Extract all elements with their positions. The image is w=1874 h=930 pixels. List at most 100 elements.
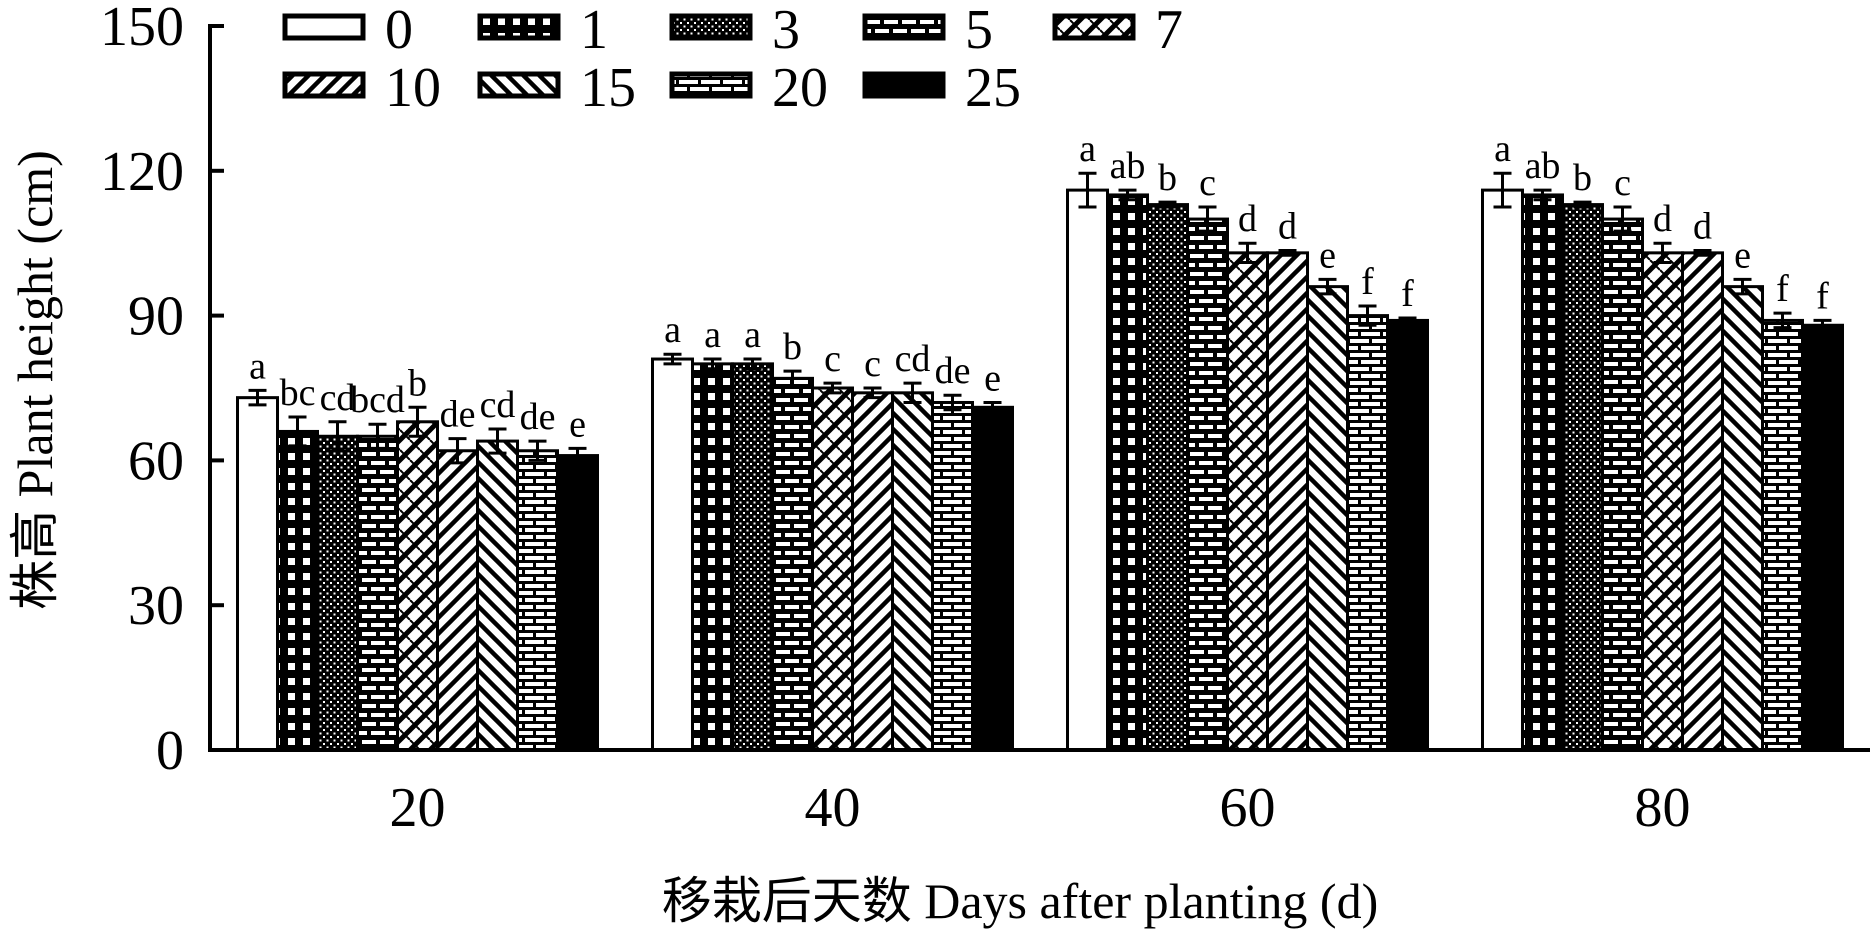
- significance-letter: bcd: [350, 379, 405, 421]
- bar-series-group: [236, 188, 1844, 752]
- y-tick-label: 30: [128, 575, 184, 637]
- significance-letter: e: [1734, 234, 1751, 276]
- bar: [851, 391, 894, 752]
- bar: [1761, 318, 1804, 752]
- significance-letter: de: [520, 396, 556, 438]
- bar: [1226, 251, 1269, 752]
- significance-letter: cd: [895, 338, 931, 380]
- significance-letter: f: [1361, 261, 1374, 303]
- significance-letter: ab: [1110, 145, 1146, 187]
- bar: [316, 434, 359, 752]
- bar: [396, 420, 439, 752]
- significance-letter: a: [1079, 128, 1096, 170]
- legend-swatch: [282, 71, 366, 99]
- significance-letter: c: [1614, 162, 1631, 204]
- significance-letter: f: [1776, 268, 1789, 310]
- bar: [1306, 285, 1349, 752]
- significance-letter: a: [664, 309, 681, 351]
- bar: [516, 449, 559, 752]
- x-tick-label: 20: [390, 777, 446, 839]
- legend-swatch: [669, 71, 753, 99]
- significance-letter: de: [440, 394, 476, 436]
- bar: [931, 400, 974, 752]
- significance-letter: c: [824, 338, 841, 380]
- bar: [556, 454, 599, 752]
- bar: [651, 357, 694, 752]
- significance-letter: d: [1238, 198, 1257, 240]
- significance-letter: ab: [1525, 145, 1561, 187]
- significance-letter: f: [1816, 275, 1829, 317]
- legend-swatch: [477, 13, 561, 41]
- legend-swatch: [282, 13, 366, 41]
- bar: [276, 429, 319, 752]
- legend-swatch: [1052, 13, 1136, 41]
- significance-letter: bc: [280, 372, 316, 414]
- bar: [1801, 323, 1844, 752]
- significance-letter: f: [1401, 273, 1414, 315]
- bar: [436, 449, 479, 752]
- significance-letter: d: [1278, 205, 1297, 247]
- bar: [1681, 251, 1724, 752]
- legend-swatch: [862, 71, 946, 99]
- bar: [476, 439, 519, 752]
- bar: [731, 362, 774, 752]
- legend-label: 7: [1155, 0, 1183, 61]
- legend-swatch: [477, 71, 561, 99]
- bar: [1721, 285, 1764, 752]
- y-axis-title: 株高 Plant height (cm): [7, 150, 63, 610]
- legend: 0 1 3 5 7 10 15 20 25: [282, 0, 1183, 119]
- bar: [1186, 217, 1229, 752]
- legend-label: 25: [965, 57, 1021, 119]
- legend-label: 20: [772, 57, 828, 119]
- bar: [1266, 251, 1309, 752]
- significance-letter: a: [249, 345, 266, 387]
- significance-letter: e: [984, 357, 1001, 399]
- significance-letter: c: [1199, 162, 1216, 204]
- legend-label: 3: [772, 0, 800, 61]
- bar: [891, 391, 934, 752]
- y-tick-label: 60: [128, 430, 184, 492]
- significance-letter: d: [1653, 198, 1672, 240]
- y-tick-label: 0: [156, 720, 184, 782]
- significance-letter: cd: [480, 384, 516, 426]
- x-tick-label: 80: [1635, 777, 1691, 839]
- bar: [236, 396, 279, 752]
- legend-label: 10: [385, 57, 441, 119]
- x-tick-label: 60: [1220, 777, 1276, 839]
- bar: [771, 376, 814, 752]
- significance-letter: cd: [320, 377, 356, 419]
- legend-label: 5: [965, 0, 993, 61]
- significance-letter: a: [1494, 128, 1511, 170]
- significance-letter: a: [744, 314, 761, 356]
- legend-label: 15: [580, 57, 636, 119]
- legend-swatch: [862, 13, 946, 41]
- bar: [1601, 217, 1644, 752]
- significance-letter: a: [704, 314, 721, 356]
- bar: [1521, 193, 1564, 752]
- significance-letter: b: [1573, 157, 1592, 199]
- bar: [971, 405, 1014, 752]
- significance-letter: b: [408, 362, 427, 404]
- bar: [1146, 203, 1189, 752]
- significance-letter: de: [935, 350, 971, 392]
- bar: [1066, 188, 1109, 752]
- bar: [811, 386, 854, 752]
- legend-label: 1: [580, 0, 608, 61]
- bar: [1481, 188, 1524, 752]
- bar: [1386, 318, 1429, 752]
- legend-label: 0: [385, 0, 413, 61]
- x-axis-title: 移栽后天数 Days after planting (d): [662, 873, 1379, 929]
- x-tick-label: 40: [805, 777, 861, 839]
- significance-letter: b: [1158, 157, 1177, 199]
- bar: [1106, 193, 1149, 752]
- bar: [356, 434, 399, 752]
- legend-swatch: [669, 13, 753, 41]
- significance-letter: e: [569, 403, 586, 445]
- bar: [1346, 314, 1389, 752]
- y-tick-label: 150: [100, 0, 184, 58]
- y-tick-label: 120: [100, 141, 184, 203]
- significance-letter: d: [1693, 205, 1712, 247]
